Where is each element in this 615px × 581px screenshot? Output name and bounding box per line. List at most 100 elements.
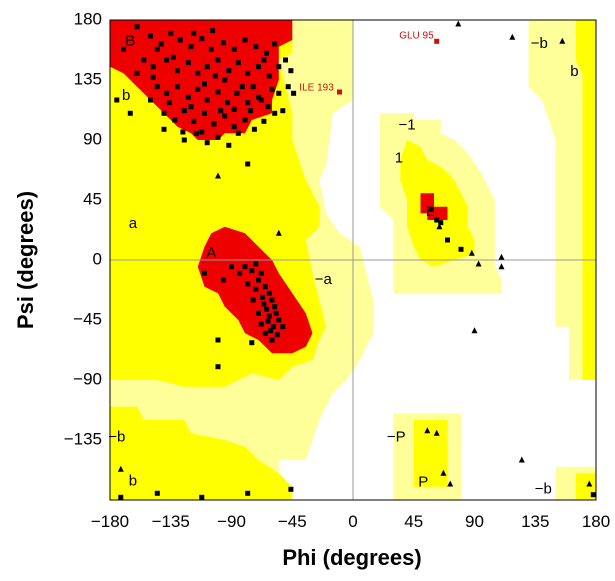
residue-point xyxy=(249,340,255,346)
residue-point xyxy=(256,94,261,100)
residue-point xyxy=(291,90,297,96)
residue-point xyxy=(274,332,280,338)
residue-point xyxy=(180,129,186,135)
residue-point xyxy=(242,117,248,123)
residue-point xyxy=(261,301,267,307)
residue-point xyxy=(285,84,291,90)
glycine-point xyxy=(433,429,440,436)
x-tick-label: 180 xyxy=(582,512,610,531)
x-tick-label: 90 xyxy=(465,512,484,531)
glycine-point xyxy=(117,465,124,472)
residue-point xyxy=(256,277,261,283)
residue-point xyxy=(185,60,191,66)
residue-point xyxy=(262,330,268,336)
residue-point xyxy=(280,108,286,114)
residue-point xyxy=(168,30,174,36)
residue-point xyxy=(251,126,257,132)
region-label: P xyxy=(418,474,428,491)
residue-label: ILE 193 xyxy=(299,83,334,94)
allowed-region-p xyxy=(413,420,448,487)
residue-point xyxy=(202,270,207,276)
residue-point xyxy=(253,261,259,267)
residue-point xyxy=(181,108,187,114)
x-tick-label: 0 xyxy=(348,512,357,531)
data-points xyxy=(114,20,596,500)
region-label: A xyxy=(206,244,216,261)
glycine-point xyxy=(498,263,505,270)
residue-point xyxy=(154,84,160,90)
residue-point xyxy=(154,490,160,496)
residue-point xyxy=(245,100,251,106)
y-tick-label: 45 xyxy=(83,189,102,208)
residue-point xyxy=(276,90,282,96)
y-tick-label: 180 xyxy=(74,9,102,28)
region-label: a xyxy=(129,215,138,232)
y-tick-label: −135 xyxy=(64,429,102,448)
glycine-point xyxy=(275,229,282,236)
glycine-point xyxy=(559,37,566,44)
residue-point xyxy=(204,64,210,70)
residue-point xyxy=(250,84,256,90)
residue-point xyxy=(222,113,228,119)
x-axis-title: Phi (degrees) xyxy=(282,545,421,570)
residue-point xyxy=(141,57,147,63)
residue-labels: GLU 95 ILE 193 xyxy=(299,31,434,94)
outlier-point xyxy=(434,38,440,44)
residue-point xyxy=(272,41,278,47)
residue-point xyxy=(242,264,248,270)
allowed-region-left-handed xyxy=(400,140,475,267)
region-label: −b xyxy=(535,480,552,497)
residue-point xyxy=(148,97,153,103)
residue-point xyxy=(215,337,221,343)
residue-point xyxy=(195,86,201,92)
y-tick-label: −45 xyxy=(73,309,102,328)
x-tick-label: 45 xyxy=(404,512,423,531)
residue-point xyxy=(202,110,207,116)
y-tick-label: 0 xyxy=(93,249,102,268)
residue-point xyxy=(193,130,199,136)
residue-point xyxy=(258,97,264,103)
residue-point xyxy=(170,54,176,60)
residue-point xyxy=(266,290,272,296)
residue-point xyxy=(272,110,278,116)
residue-point xyxy=(148,33,153,39)
region-label: −P xyxy=(387,428,406,445)
residue-point xyxy=(231,46,237,52)
x-tick-label: 135 xyxy=(521,512,549,531)
residue-point xyxy=(127,110,133,116)
x-tick-label: −135 xyxy=(152,512,190,531)
residue-point xyxy=(210,28,216,34)
residue-point xyxy=(283,57,288,63)
residue-point xyxy=(215,364,221,370)
residue-point xyxy=(154,46,160,52)
residue-point xyxy=(250,297,256,303)
x-tick-label: −180 xyxy=(91,512,129,531)
region-label: −b xyxy=(531,35,548,52)
residue-point xyxy=(222,77,228,83)
residue-point xyxy=(220,40,226,46)
region-label: 1 xyxy=(395,150,403,167)
residue-point xyxy=(215,89,221,95)
residue-point xyxy=(204,97,210,103)
y-axis-title: Psi (degrees) xyxy=(13,191,38,329)
residue-point xyxy=(262,284,268,290)
residue-point xyxy=(175,84,180,90)
glycine-point xyxy=(509,33,516,40)
residue-point xyxy=(215,57,221,63)
x-tick-label: −45 xyxy=(278,512,307,531)
glycine-point xyxy=(440,469,447,476)
residue-point xyxy=(253,286,259,292)
residue-point xyxy=(175,68,180,74)
region-label: b xyxy=(122,87,130,104)
glycine-point xyxy=(424,427,431,434)
residue-point xyxy=(258,321,264,327)
residue-point xyxy=(215,134,221,140)
outlier-point xyxy=(337,89,342,95)
residue-point xyxy=(242,37,248,43)
region-label: B xyxy=(125,32,135,49)
residue-point xyxy=(245,161,251,167)
glycine-point xyxy=(447,480,454,487)
residue-point xyxy=(276,64,282,70)
generous-region-right xyxy=(528,20,596,380)
